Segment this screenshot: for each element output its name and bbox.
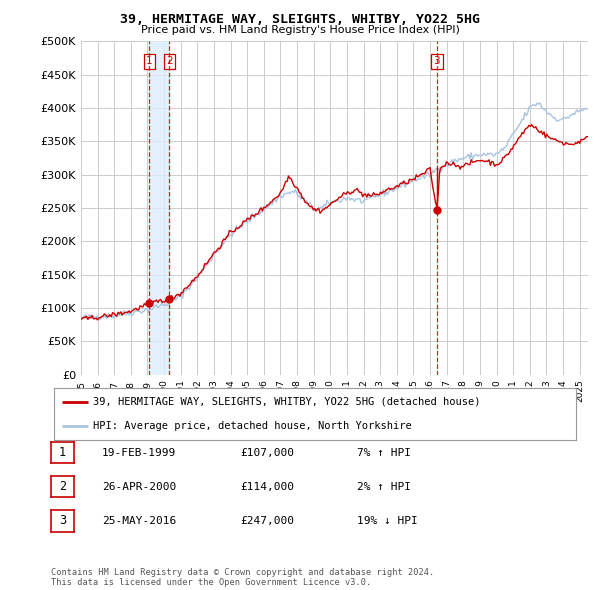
Text: 39, HERMITAGE WAY, SLEIGHTS, WHITBY, YO22 5HG: 39, HERMITAGE WAY, SLEIGHTS, WHITBY, YO2… [120, 13, 480, 26]
Text: £107,000: £107,000 [240, 448, 294, 457]
Bar [149, 41, 169, 375]
Text: 2: 2 [166, 56, 173, 66]
Text: 39, HERMITAGE WAY, SLEIGHTS, WHITBY, YO22 5HG (detached house): 39, HERMITAGE WAY, SLEIGHTS, WHITBY, YO2… [93, 396, 481, 407]
Text: 25-MAY-2016: 25-MAY-2016 [102, 516, 176, 526]
Text: 3: 3 [59, 514, 66, 527]
Text: 19% ↓ HPI: 19% ↓ HPI [357, 516, 418, 526]
Text: Price paid vs. HM Land Registry's House Price Index (HPI): Price paid vs. HM Land Registry's House … [140, 25, 460, 35]
Text: 2: 2 [59, 480, 66, 493]
Text: 1: 1 [146, 56, 153, 66]
Text: 7% ↑ HPI: 7% ↑ HPI [357, 448, 411, 457]
Text: 1: 1 [59, 446, 66, 459]
Text: 3: 3 [433, 56, 440, 66]
Text: £114,000: £114,000 [240, 482, 294, 491]
Text: 19-FEB-1999: 19-FEB-1999 [102, 448, 176, 457]
Text: Contains HM Land Registry data © Crown copyright and database right 2024.
This d: Contains HM Land Registry data © Crown c… [51, 568, 434, 587]
Text: 26-APR-2000: 26-APR-2000 [102, 482, 176, 491]
Text: £247,000: £247,000 [240, 516, 294, 526]
Text: HPI: Average price, detached house, North Yorkshire: HPI: Average price, detached house, Nort… [93, 421, 412, 431]
Text: 2% ↑ HPI: 2% ↑ HPI [357, 482, 411, 491]
